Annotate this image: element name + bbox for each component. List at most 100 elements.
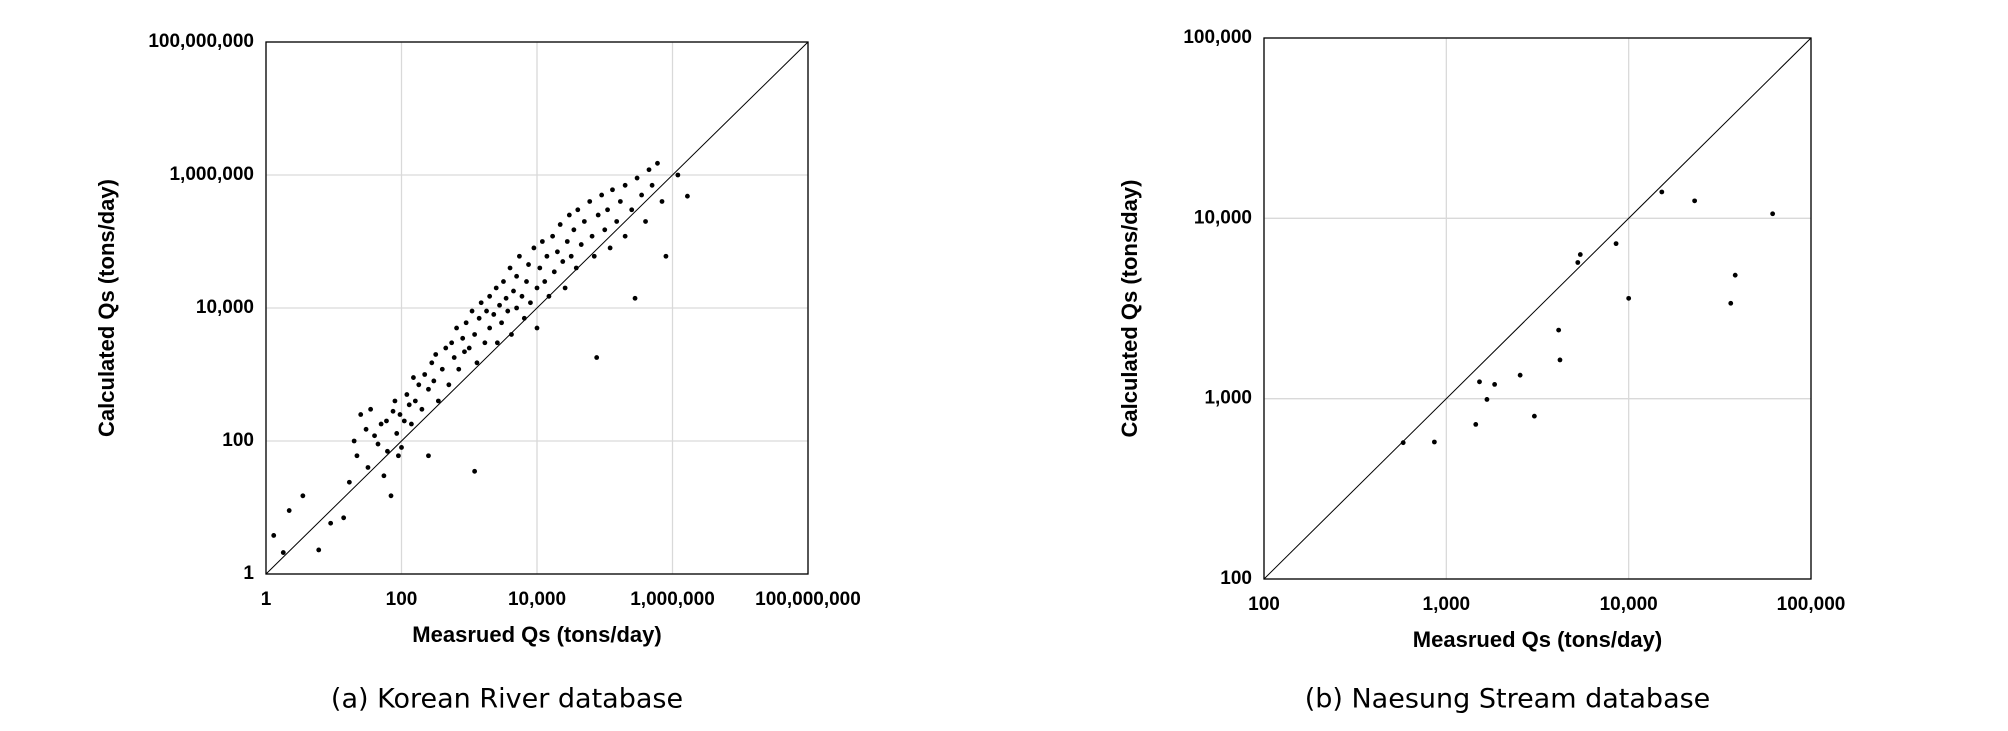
point (494, 340, 500, 346)
point (497, 302, 502, 308)
point (419, 406, 425, 412)
y-axis-label: Calculated Qs (tons/day) (94, 179, 119, 437)
point (1556, 327, 1562, 333)
point (550, 233, 556, 239)
point (554, 249, 560, 255)
point (1431, 439, 1437, 445)
point (591, 253, 597, 259)
point (539, 239, 545, 244)
point (476, 315, 482, 321)
point (507, 265, 513, 271)
y-tick-label: 1 (243, 563, 254, 584)
point (566, 212, 572, 218)
point (435, 398, 441, 404)
y-tick-label: 10,000 (196, 297, 254, 318)
one-to-one-line (265, 41, 809, 575)
point (472, 332, 478, 337)
point (443, 345, 449, 351)
point (534, 325, 540, 331)
x-axis-label: Measrued Qs (tons/day) (412, 622, 661, 647)
point (602, 227, 608, 233)
x-tick-label: 1 (261, 589, 272, 610)
point (426, 453, 431, 459)
x-tick-label: 1,000,000 (630, 589, 715, 610)
point (599, 192, 605, 198)
point (397, 412, 403, 417)
y-tick-label: 1,000,000 (169, 164, 254, 185)
point (589, 233, 595, 239)
point (493, 285, 499, 291)
point (499, 320, 504, 326)
x-tick-label: 100 (1248, 594, 1280, 615)
point (575, 207, 581, 213)
caption: (a) Korean River database (331, 684, 683, 715)
point (517, 253, 522, 259)
point (482, 340, 488, 346)
point (675, 172, 681, 178)
point (1531, 413, 1537, 419)
point (524, 279, 529, 284)
point (388, 493, 394, 499)
point (446, 382, 452, 388)
point (474, 360, 480, 366)
y-tick-label: 100,000 (1183, 27, 1252, 48)
point (511, 288, 516, 294)
point (354, 453, 360, 459)
point (632, 295, 638, 301)
point (358, 412, 364, 417)
x-axis-label: Measrued Qs (tons/day) (1413, 627, 1662, 652)
point (1659, 189, 1665, 195)
point (385, 448, 390, 454)
point (1770, 211, 1776, 217)
point (451, 355, 457, 360)
point (280, 550, 286, 555)
point (487, 325, 493, 331)
point (472, 468, 478, 474)
one-to-one-line (1263, 37, 1812, 580)
point (560, 259, 566, 264)
point (521, 315, 527, 321)
point (1557, 357, 1563, 363)
x-tick-label: 100,000,000 (755, 589, 861, 610)
point (551, 269, 557, 275)
point (573, 265, 579, 271)
point (395, 453, 401, 459)
point (622, 182, 628, 188)
point (384, 418, 389, 424)
point (469, 308, 475, 314)
x-tick-label: 10,000 (508, 589, 566, 610)
point (368, 406, 374, 412)
point (1613, 241, 1619, 247)
point (568, 253, 574, 259)
point (581, 219, 587, 224)
y-axis-label: Calculated Qs (tons/day) (1117, 180, 1142, 438)
point (617, 199, 623, 204)
point (629, 207, 635, 213)
point (1484, 397, 1490, 402)
point (605, 207, 610, 213)
y-tick-label: 100,000,000 (148, 31, 254, 52)
point (491, 312, 497, 317)
point (1732, 272, 1738, 278)
y-tick-label: 10,000 (1194, 207, 1252, 228)
point (528, 300, 533, 306)
point (607, 245, 613, 251)
point (363, 426, 369, 432)
point (1473, 421, 1479, 427)
point (542, 279, 548, 284)
point (531, 245, 537, 251)
point (406, 402, 412, 408)
point (409, 421, 414, 427)
y-tick-label: 100 (1220, 568, 1252, 589)
point (564, 239, 570, 244)
x-tick-label: 10,000 (1600, 594, 1658, 615)
point (411, 375, 416, 380)
point (399, 445, 404, 450)
point (646, 167, 652, 173)
point (390, 408, 396, 414)
point (610, 187, 615, 193)
point (1577, 252, 1583, 257)
point (1477, 379, 1482, 385)
point (1517, 372, 1523, 378)
